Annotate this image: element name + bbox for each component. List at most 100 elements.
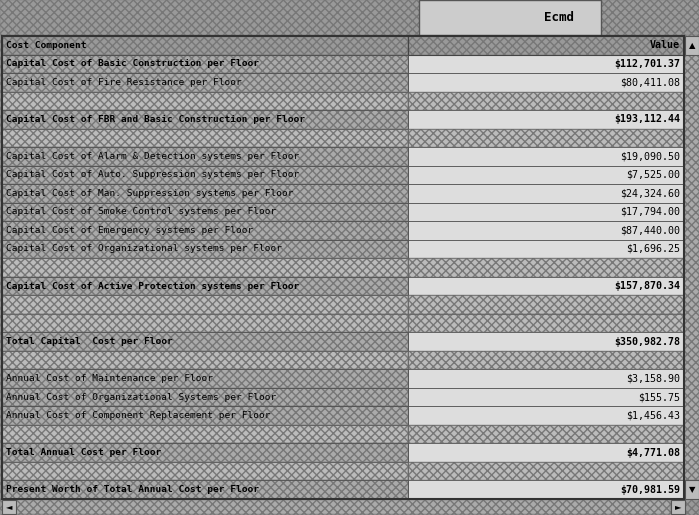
Bar xyxy=(2,351,408,369)
Bar xyxy=(2,203,408,221)
Bar xyxy=(408,129,684,147)
Bar xyxy=(2,425,408,443)
Bar xyxy=(408,147,684,166)
Bar xyxy=(408,295,684,314)
Text: Ecmd: Ecmd xyxy=(544,11,574,24)
Bar xyxy=(408,203,684,221)
Bar xyxy=(2,166,408,184)
Bar xyxy=(408,351,684,369)
Bar xyxy=(2,406,408,425)
Bar xyxy=(685,55,699,480)
Bar xyxy=(2,147,408,166)
Bar xyxy=(2,314,408,332)
Bar xyxy=(2,239,408,258)
Text: $4,771.08: $4,771.08 xyxy=(626,448,680,458)
Bar xyxy=(408,332,684,351)
Bar xyxy=(408,295,684,314)
Bar xyxy=(2,480,408,499)
Bar xyxy=(2,332,408,351)
Text: $1,696.25: $1,696.25 xyxy=(626,244,680,254)
Bar xyxy=(2,221,408,239)
Bar xyxy=(2,277,408,295)
Bar xyxy=(408,462,684,480)
Bar xyxy=(2,110,408,129)
Bar xyxy=(2,462,408,480)
Bar xyxy=(2,239,408,258)
Bar xyxy=(408,388,684,406)
Text: Capital Cost of Smoke Control systems per Floor: Capital Cost of Smoke Control systems pe… xyxy=(6,208,276,216)
Text: Capital Cost of Active Protection systems per Floor: Capital Cost of Active Protection system… xyxy=(6,282,299,290)
Bar xyxy=(2,351,408,369)
Text: Capital Cost of Auto. Suppression systems per Floor: Capital Cost of Auto. Suppression system… xyxy=(6,170,299,179)
Bar xyxy=(671,500,685,514)
Text: Total Annual Cost per Floor: Total Annual Cost per Floor xyxy=(6,448,161,457)
Bar xyxy=(2,443,408,462)
Bar xyxy=(408,36,684,55)
Bar xyxy=(408,184,684,203)
Bar xyxy=(2,55,408,73)
Bar xyxy=(16,500,670,514)
Bar xyxy=(2,258,408,277)
Bar xyxy=(408,314,684,332)
Bar xyxy=(408,314,684,332)
Bar xyxy=(2,443,408,462)
Bar xyxy=(2,55,408,73)
Text: ▼: ▼ xyxy=(689,485,696,494)
Bar xyxy=(2,129,408,147)
Text: $1,456.43: $1,456.43 xyxy=(626,410,680,421)
Bar xyxy=(2,203,408,221)
Bar xyxy=(408,239,684,258)
Text: Capital Cost of Basic Construction per Floor: Capital Cost of Basic Construction per F… xyxy=(6,59,259,68)
Bar xyxy=(2,425,408,443)
Bar xyxy=(2,351,408,369)
Bar xyxy=(408,425,684,443)
Text: Capital Cost of Man. Suppression systems per Floor: Capital Cost of Man. Suppression systems… xyxy=(6,189,294,198)
Text: Present Worth of Total Annual Cost per Floor: Present Worth of Total Annual Cost per F… xyxy=(6,485,259,494)
Text: $157,870.34: $157,870.34 xyxy=(614,281,680,291)
Bar xyxy=(2,36,408,55)
Bar xyxy=(408,36,684,55)
Bar xyxy=(2,36,684,499)
Text: $19,090.50: $19,090.50 xyxy=(620,151,680,161)
Bar xyxy=(408,295,684,314)
Bar xyxy=(419,0,601,35)
Bar xyxy=(2,480,408,499)
Bar xyxy=(2,406,408,425)
Bar xyxy=(2,332,408,351)
Bar xyxy=(2,369,408,388)
Bar xyxy=(2,258,408,277)
Text: $17,794.00: $17,794.00 xyxy=(620,207,680,217)
Bar xyxy=(408,277,684,295)
Bar xyxy=(408,129,684,147)
Bar xyxy=(408,166,684,184)
Bar xyxy=(685,55,699,480)
Bar xyxy=(2,500,16,514)
Bar xyxy=(408,462,684,480)
Text: Cost Component: Cost Component xyxy=(6,41,87,50)
Bar xyxy=(685,480,699,499)
Bar xyxy=(2,147,408,166)
Bar xyxy=(408,36,684,55)
Text: $3,158.90: $3,158.90 xyxy=(626,373,680,384)
Bar xyxy=(408,369,684,388)
Bar xyxy=(2,147,408,166)
Bar xyxy=(2,314,408,332)
Bar xyxy=(2,184,408,203)
Text: Value: Value xyxy=(650,40,680,50)
Bar xyxy=(2,36,408,55)
Bar xyxy=(2,166,408,184)
Bar xyxy=(408,406,684,425)
Bar xyxy=(408,55,684,73)
Text: $87,440.00: $87,440.00 xyxy=(620,226,680,235)
Text: Capital Cost of Alarm & Detection systems per Floor: Capital Cost of Alarm & Detection system… xyxy=(6,152,299,161)
Bar xyxy=(2,462,408,480)
Bar xyxy=(2,221,408,239)
Text: $155.75: $155.75 xyxy=(638,392,680,402)
Text: $7,525.00: $7,525.00 xyxy=(626,170,680,180)
Bar xyxy=(408,425,684,443)
Bar xyxy=(2,258,408,277)
Bar xyxy=(2,221,408,239)
Text: ►: ► xyxy=(675,503,682,511)
Bar xyxy=(2,184,408,203)
Bar xyxy=(2,55,408,73)
